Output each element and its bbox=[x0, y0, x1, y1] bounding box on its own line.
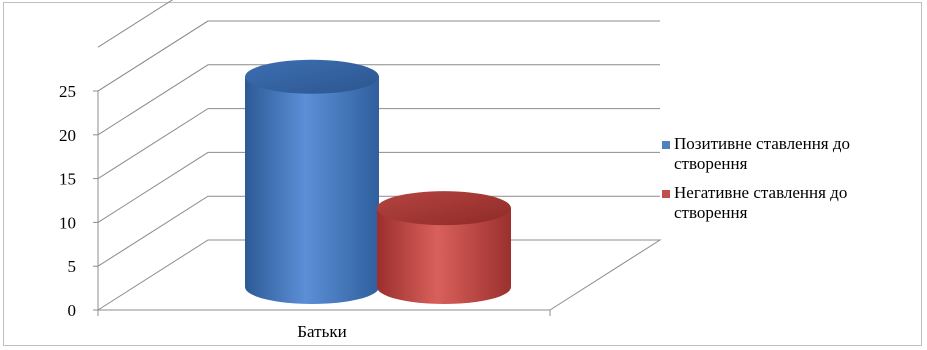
gridline-ceiling bbox=[97, 0, 174, 48]
legend-label: Позитивне ставлення до створення bbox=[674, 134, 851, 173]
y-tick-label: 10 bbox=[59, 213, 76, 232]
legend: Позитивне ставлення до створення Негативн… bbox=[662, 134, 924, 232]
legend-label: Негативне ставлення до створення bbox=[674, 183, 848, 222]
y-tick-label: 0 bbox=[68, 301, 77, 320]
gridline-top bbox=[97, 20, 660, 92]
x-tick-label: Батьки bbox=[297, 322, 346, 341]
gridline bbox=[97, 64, 660, 136]
gridline bbox=[97, 108, 660, 180]
y-tick-label: 5 bbox=[68, 257, 77, 276]
bar-cylinder bbox=[245, 59, 379, 304]
legend-item: Позитивне ставлення до створення bbox=[662, 134, 924, 174]
y-tick-label: 25 bbox=[59, 82, 76, 101]
y-tick-label: 15 bbox=[59, 170, 76, 189]
gridline bbox=[97, 151, 660, 223]
bar-top bbox=[245, 59, 379, 94]
legend-swatch bbox=[662, 141, 670, 149]
y-tick-label: 20 bbox=[59, 126, 76, 145]
legend-item: Негативне ставлення до створення bbox=[662, 183, 924, 223]
bar-top bbox=[377, 191, 511, 226]
gridline bbox=[97, 195, 660, 267]
bar-body bbox=[377, 208, 511, 304]
bar-cylinder bbox=[377, 191, 511, 304]
legend-swatch bbox=[662, 190, 670, 198]
bar-body bbox=[245, 76, 379, 304]
